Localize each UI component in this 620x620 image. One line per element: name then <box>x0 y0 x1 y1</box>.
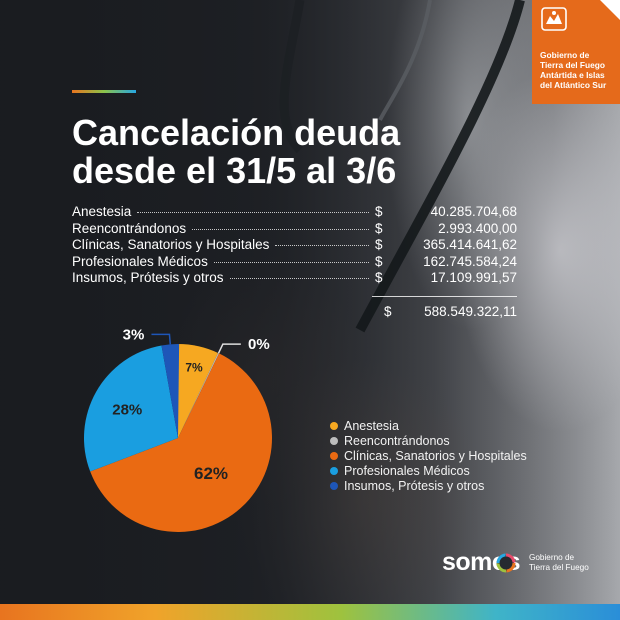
row-category: Anestesia <box>72 204 132 219</box>
accent-line <box>72 90 136 93</box>
brand-subtitle: Gobierno de Tierra del Fuego <box>529 553 589 572</box>
legend-label: Anestesia <box>344 418 399 433</box>
pie-slice <box>178 352 220 438</box>
legend-label: Clínicas, Sanatorios y Hospitales <box>344 448 527 463</box>
gov-line-1: Gobierno de <box>540 50 590 60</box>
row-category: Insumos, Prótesis y otros <box>72 270 224 285</box>
row-leader-dots <box>192 228 369 230</box>
crest-icon <box>541 7 567 31</box>
row-currency: $ <box>375 237 383 252</box>
gov-line-2: Tierra del Fuego <box>540 60 606 70</box>
table-row: Profesionales Médicos $ 162.745.584,24 <box>72 254 517 271</box>
row-amount: 162.745.584,24 <box>423 253 517 269</box>
row-amount: 365.414.641,62 <box>423 237 517 252</box>
gov-line-3: Antártida e Islas <box>540 70 605 80</box>
row-currency: $ <box>375 270 383 285</box>
row-leader-dots <box>275 245 369 246</box>
legend-swatch <box>330 481 338 490</box>
legend-item: Anestesia <box>330 418 527 433</box>
slice-leader-line <box>217 343 241 354</box>
row-category: Profesionales Médicos <box>72 253 208 269</box>
table-row: Insumos, Prótesis y otros $ 17.109.991,5… <box>72 270 517 287</box>
brand-sub-line-2: Tierra del Fuego <box>529 562 589 572</box>
pie-slice <box>161 344 180 438</box>
table-row: Clínicas, Sanatorios y Hospitales $ 365.… <box>72 237 517 254</box>
slice-label: 0% <box>248 336 270 353</box>
row-amount: 2.993.400,00 <box>438 220 517 236</box>
row-amount: 17.109.991,57 <box>430 270 517 285</box>
slice-leader-line <box>151 333 172 345</box>
brand-ring-icon <box>496 553 516 573</box>
slice-label: 7% <box>185 360 203 374</box>
legend-swatch <box>330 436 338 445</box>
total-row: $ 588.549.322,11 <box>384 304 517 319</box>
slice-label: 62% <box>194 464 228 483</box>
title-line-2: desde el 31/5 al 3/6 <box>72 150 397 191</box>
legend-item: Profesionales Médicos <box>330 463 527 478</box>
legend-item: Reencontrándonos <box>330 433 527 448</box>
legend-swatch <box>330 421 338 430</box>
pie-slice <box>83 345 178 472</box>
legend-swatch <box>330 451 338 460</box>
logo-corner-fold <box>600 0 620 20</box>
row-amount: 40.285.704,68 <box>430 204 517 219</box>
government-name: Gobierno de Tierra del Fuego Antártida e… <box>540 50 618 90</box>
row-currency: $ <box>375 204 383 219</box>
title-line-1: Cancelación deuda <box>72 112 401 153</box>
total-amount: 588.549.322,11 <box>424 304 517 319</box>
total-divider <box>372 296 517 297</box>
legend-label: Profesionales Médicos <box>344 463 470 478</box>
bottom-color-stripe <box>0 604 620 620</box>
gov-line-4: del Atlántico Sur <box>540 80 607 90</box>
government-logo: Gobierno de Tierra del Fuego Antártida e… <box>532 0 620 104</box>
table-row: Reencontrándonos $ 2.993.400,00 <box>72 221 517 238</box>
legend-item: Clínicas, Sanatorios y Hospitales <box>330 448 527 463</box>
total-currency: $ <box>384 304 392 319</box>
slice-label: 3% <box>123 326 145 343</box>
row-category: Clínicas, Sanatorios y Hospitales <box>72 237 270 252</box>
row-currency: $ <box>375 253 383 269</box>
legend-swatch <box>330 466 338 475</box>
debt-table: Anestesia $ 40.285.704,68 Reencontrándon… <box>72 204 517 319</box>
table-row: Anestesia $ 40.285.704,68 <box>72 204 517 221</box>
row-currency: $ <box>375 220 383 236</box>
row-leader-dots <box>213 261 369 263</box>
slice-label: 28% <box>112 401 142 418</box>
page-title: Cancelación deuda desde el 31/5 al 3/6 <box>72 114 432 190</box>
pie-chart: 7% 0% 62% 28% 3% <box>83 326 272 532</box>
row-category: Reencontrándonos <box>72 220 187 236</box>
pie-slice <box>178 344 219 438</box>
chart-legend: Anestesia Reencontrándonos Clínicas, San… <box>330 418 527 493</box>
row-leader-dots <box>229 278 369 279</box>
legend-item: Insumos, Prótesis y otros <box>330 478 527 493</box>
somos-brand: somos Gobierno de Tierra del Fuego <box>442 548 602 576</box>
row-leader-dots <box>137 212 369 213</box>
legend-label: Insumos, Prótesis y otros <box>344 478 485 493</box>
legend-label: Reencontrándonos <box>344 433 450 448</box>
pie-slice <box>90 353 272 532</box>
brand-sub-line-1: Gobierno de <box>529 553 575 562</box>
